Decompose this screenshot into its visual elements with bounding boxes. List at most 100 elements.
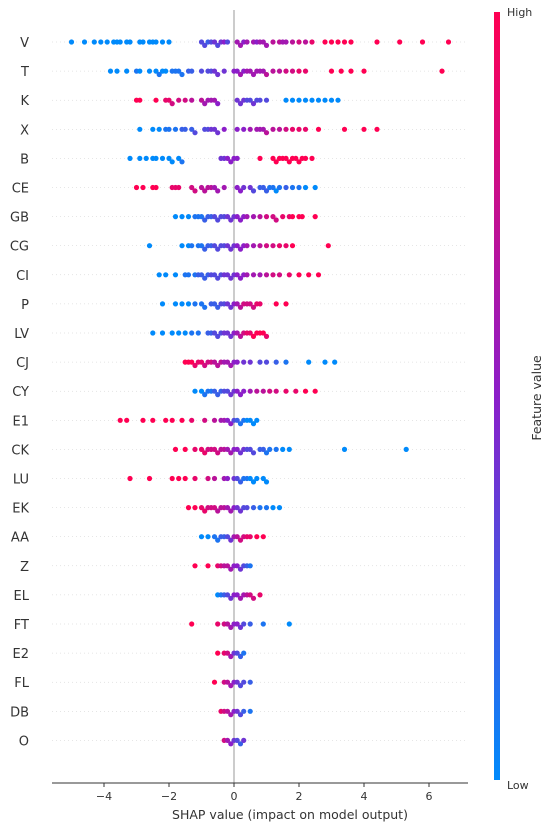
- shap-point: [224, 388, 231, 394]
- shap-point: [228, 450, 234, 456]
- shap-point: [241, 184, 247, 191]
- shap-point: [257, 272, 263, 278]
- shap-point: [241, 621, 247, 627]
- shap-point: [270, 272, 276, 278]
- shap-point: [250, 243, 257, 249]
- shap-point: [137, 68, 143, 74]
- shap-point: [234, 534, 240, 540]
- shap-point: [198, 184, 205, 191]
- shap-point: [224, 272, 231, 278]
- shap-point: [179, 417, 185, 423]
- shap-point: [146, 475, 153, 482]
- shap-point: [237, 188, 244, 194]
- shap-point: [185, 301, 192, 307]
- shap-point: [302, 388, 309, 394]
- shap-point: [237, 537, 244, 543]
- x-tick-label: 4: [361, 790, 368, 803]
- shap-point: [247, 126, 253, 132]
- shap-point: [302, 68, 309, 74]
- shap-point: [202, 101, 208, 107]
- shap-point: [286, 272, 292, 278]
- shap-point: [211, 97, 218, 103]
- shap-point: [224, 359, 231, 365]
- colorbar-low-label: Low: [507, 779, 529, 792]
- shap-point: [153, 184, 159, 191]
- shap-point: [241, 126, 247, 132]
- shap-point: [189, 97, 195, 103]
- shap-point: [228, 624, 234, 631]
- shap-point: [202, 217, 208, 223]
- shap-point: [283, 359, 289, 365]
- shap-point: [198, 388, 205, 394]
- shap-points: [68, 39, 452, 747]
- shap-point: [273, 446, 279, 452]
- shap-point: [224, 155, 231, 161]
- shap-point: [211, 388, 218, 394]
- shap-point: [270, 243, 276, 249]
- shap-point: [267, 446, 273, 452]
- shap-point: [215, 101, 221, 107]
- shap-point: [263, 214, 270, 220]
- shap-point: [374, 39, 380, 45]
- shap-point: [117, 417, 123, 423]
- shap-point: [192, 505, 198, 511]
- shap-point: [247, 534, 253, 540]
- shap-point: [260, 39, 266, 45]
- shap-point: [153, 97, 159, 103]
- shap-point: [237, 683, 244, 689]
- shap-point: [270, 39, 276, 45]
- shap-point: [198, 359, 205, 365]
- shap-point: [202, 362, 208, 369]
- shap-point: [296, 68, 302, 74]
- shap-point: [124, 417, 130, 423]
- shap-point: [228, 304, 234, 310]
- shap-point: [276, 243, 283, 249]
- shap-point: [302, 155, 309, 161]
- shap-point: [361, 68, 367, 74]
- shap-point: [293, 155, 299, 161]
- shap-point: [244, 272, 250, 278]
- shap-point: [192, 130, 198, 136]
- shap-point: [91, 39, 97, 45]
- shap-point: [283, 184, 289, 191]
- shap-point: [211, 330, 218, 336]
- shap-point: [172, 446, 179, 452]
- shap-point: [250, 214, 257, 220]
- shap-point: [185, 272, 192, 278]
- shap-point: [189, 68, 195, 74]
- shap-point: [189, 417, 195, 423]
- shap-point: [283, 388, 289, 394]
- shap-point: [260, 621, 266, 627]
- shap-point: [228, 537, 234, 543]
- shap-point: [270, 214, 276, 220]
- shap-point: [169, 330, 175, 336]
- shap-point: [211, 272, 218, 278]
- shap-point: [224, 563, 231, 569]
- shap-point: [211, 534, 218, 540]
- shap-point: [280, 214, 286, 220]
- shap-point: [237, 101, 244, 107]
- shap-point: [250, 188, 257, 194]
- shap-point: [283, 301, 289, 307]
- shap-point: [156, 272, 162, 278]
- shap-point: [221, 68, 227, 74]
- shap-point: [254, 417, 260, 423]
- shap-point: [179, 159, 185, 165]
- shap-point: [104, 39, 110, 45]
- shap-point: [153, 39, 159, 45]
- shap-point: [127, 475, 133, 482]
- shap-point: [270, 68, 276, 74]
- shap-point: [202, 450, 208, 456]
- x-tick-label: 0: [231, 790, 238, 803]
- shap-point: [250, 272, 257, 278]
- shap-point: [237, 333, 244, 339]
- shap-point: [192, 362, 198, 369]
- shap-point: [140, 184, 146, 191]
- shap-point: [156, 71, 162, 78]
- feature-label-cy: CY: [12, 385, 29, 400]
- shap-point: [211, 505, 218, 511]
- shap-point: [260, 184, 266, 191]
- shap-point: [234, 330, 240, 336]
- shap-point: [124, 68, 130, 74]
- shap-point: [244, 243, 250, 249]
